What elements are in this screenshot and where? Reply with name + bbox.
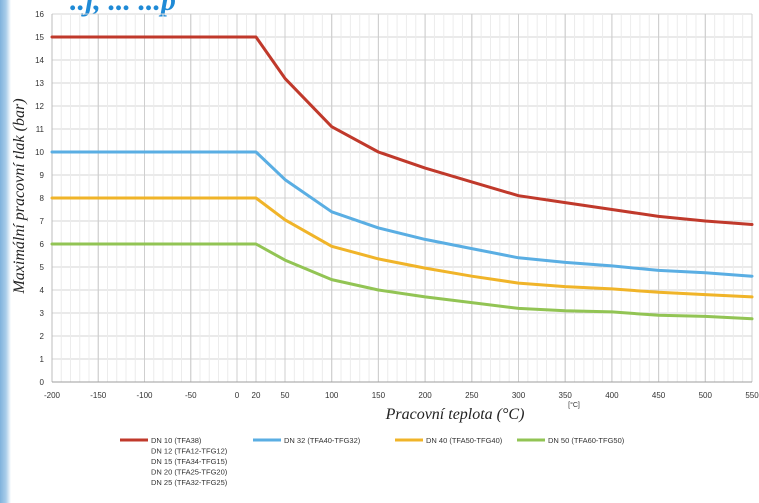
series-line-4 (50, 242, 754, 321)
y-tick-label: 12 (35, 102, 44, 111)
x-tick-label: 400 (605, 391, 619, 400)
legend: DN 10 (TFA38) DN 12 (TFA12-TFG12)DN 15 (T… (120, 436, 625, 487)
y-axis-label: Maximální pracovní tlak (bar) (11, 98, 28, 294)
x-tick-label: -200 (44, 391, 61, 400)
x-tick-label: 20 (252, 391, 261, 400)
y-tick-label: 14 (35, 56, 44, 65)
y-tick-label: 7 (40, 217, 45, 226)
series-lines (50, 35, 754, 321)
series-line-3 (50, 196, 754, 299)
legend-label: DN 32 (TFA40-TFG32) (284, 436, 361, 445)
y-tick-label: 13 (35, 79, 44, 88)
legend-label-extra: DN 25 (TFA32-TFG25) (151, 478, 228, 487)
x-tick-label: 0 (235, 391, 240, 400)
y-tick-label: 8 (40, 194, 45, 203)
x-tick-label: 550 (745, 391, 759, 400)
x-tick-label: -50 (185, 391, 197, 400)
y-tick-label: 11 (36, 125, 45, 134)
y-tick-label: 4 (40, 286, 45, 295)
x-tick-label: 350 (559, 391, 573, 400)
series-line-1 (50, 35, 754, 226)
page-title: ..j, ... ...p (70, 0, 176, 17)
x-tick-label: 150 (372, 391, 386, 400)
x-tick-label: 200 (418, 391, 432, 400)
x-tick-label: 500 (699, 391, 713, 400)
x-axis-label: Pracovní teplota (°C) (385, 406, 525, 423)
series-line-2 (50, 150, 754, 278)
y-tick-label: 15 (35, 33, 44, 42)
y-tick-label: 9 (40, 171, 45, 180)
x-tick-label: 450 (652, 391, 666, 400)
y-tick-label: 3 (40, 309, 45, 318)
y-tick-label: 6 (40, 240, 45, 249)
legend-label-extra: DN 12 (TFA12-TFG12) (151, 447, 228, 456)
y-tick-label: 5 (40, 263, 45, 272)
x-tick-label: 100 (325, 391, 339, 400)
grid (51, 13, 753, 383)
legend-label: DN 50 (TFA60-TFG50) (548, 436, 625, 445)
x-tick-label: -100 (136, 391, 153, 400)
y-tick-label: 2 (40, 332, 45, 341)
x-tick-label: -150 (90, 391, 107, 400)
x-axis-ticks: -200 -150 -100 -50 0 20 50 100 150 200 250 300 350 40… (44, 391, 759, 400)
legend-label: DN 10 (TFA38) (151, 436, 202, 445)
x-tick-label: 300 (512, 391, 526, 400)
legend-label-extra: DN 20 (TFA25-TFG20) (151, 468, 228, 477)
y-tick-label: 0 (40, 378, 45, 387)
legend-label-extra: DN 15 (TFA34-TFG15) (151, 457, 228, 466)
y-tick-label: 1 (40, 355, 45, 364)
x-tick-label: 50 (281, 391, 290, 400)
x-tick-label: 250 (465, 391, 479, 400)
legend-label: DN 40 (TFA50-TFG40) (426, 436, 503, 445)
x-unit-annotation: [°C] (568, 401, 580, 409)
y-tick-label: 16 (35, 10, 44, 19)
y-tick-label: 10 (35, 148, 44, 157)
